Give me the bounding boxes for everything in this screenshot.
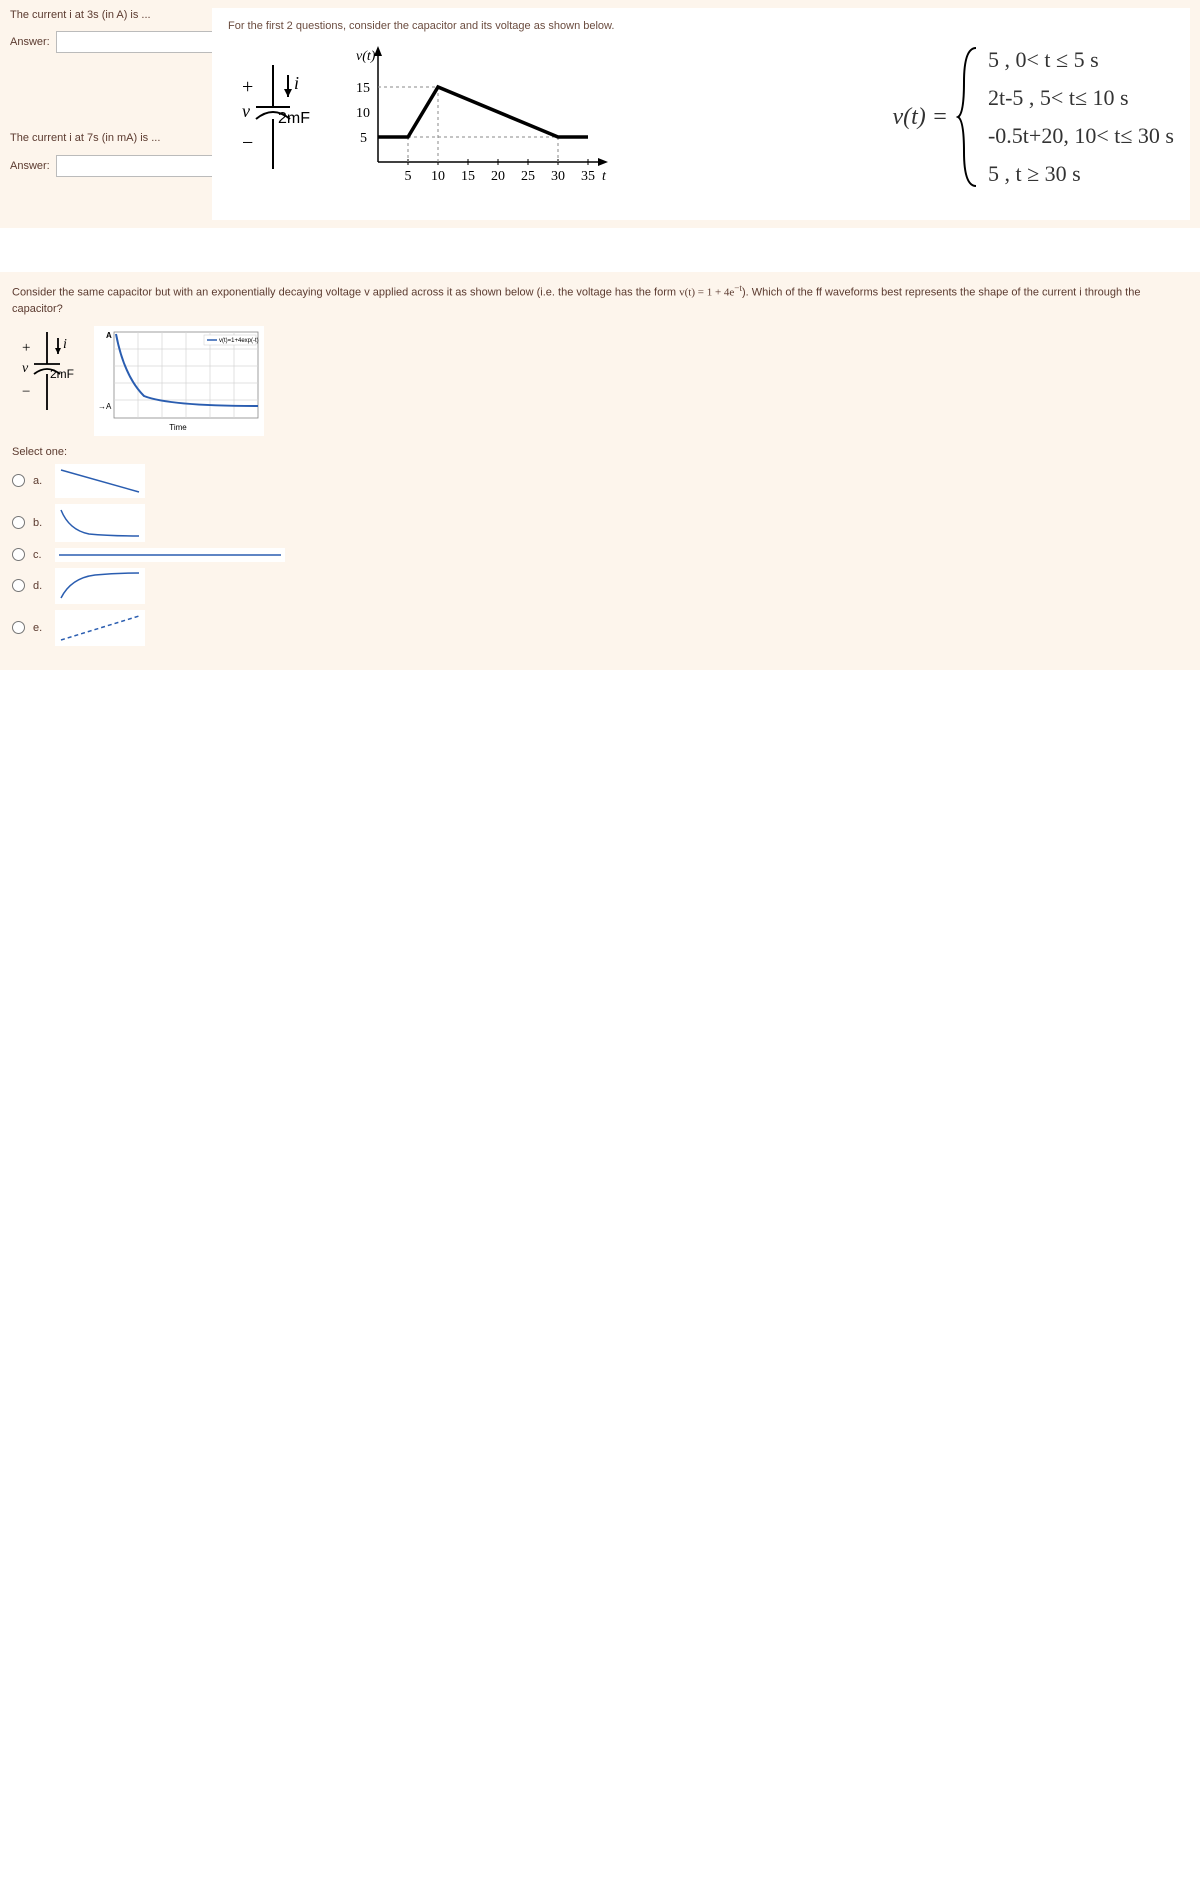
piecewise-lines: 5 , 0< t ≤ 5 s 2t-5 , 5< t≤ 10 s -0.5t+2… xyxy=(988,47,1174,187)
xtick-35: 35 xyxy=(581,169,595,184)
q3-cap-minus: − xyxy=(22,384,30,400)
vt-waveform xyxy=(378,87,588,137)
q3-stem-prefix: Consider the same capacitor but with an … xyxy=(12,287,679,299)
piecewise-line-2: 2t-5 , 5< t≤ 10 s xyxy=(988,85,1174,111)
q2-stem: The current i at 7s (in mA) is ... xyxy=(10,131,202,146)
option-e-row: e. xyxy=(12,610,1188,646)
cap-value: 2mF xyxy=(278,110,310,127)
piecewise-definition: v(t) = 5 , 0< t ≤ 5 s 2t-5 , 5< t≤ 10 s … xyxy=(638,42,1174,192)
option-d-radio[interactable] xyxy=(12,579,25,592)
ytick-5: 5 xyxy=(360,131,367,146)
ytick-10: 10 xyxy=(356,106,370,121)
option-d-thumb xyxy=(55,568,145,604)
select-one-label: Select one: xyxy=(12,446,1188,458)
option-b-radio[interactable] xyxy=(12,516,25,529)
q1-answer-row: Answer: xyxy=(10,31,202,53)
q1-answer-input[interactable] xyxy=(56,31,221,53)
option-e-thumb xyxy=(55,610,145,646)
context-caption: For the first 2 questions, consider the … xyxy=(228,20,1174,32)
option-c-row: c. xyxy=(12,548,1188,562)
decay-xlabel: Time xyxy=(169,423,187,432)
q3-stem: Consider the same capacitor but with an … xyxy=(12,282,1188,318)
q2-answer-label: Answer: xyxy=(10,160,50,172)
xtick-15: 15 xyxy=(461,169,475,184)
option-b-row: b. xyxy=(12,504,1188,542)
context-panel: For the first 2 questions, consider the … xyxy=(212,8,1190,220)
q-layout-row: The current i at 3s (in A) is ... Answer… xyxy=(10,8,1190,220)
option-d-label: d. xyxy=(33,580,47,592)
question-3-block: Consider the same capacitor but with an … xyxy=(0,272,1200,670)
xtick-5: 5 xyxy=(405,169,412,184)
decay-plot: A →A Time v(t)=1+4exp(-t) xyxy=(94,326,264,436)
option-a-label: a. xyxy=(33,475,47,487)
option-a-thumb xyxy=(55,464,145,498)
option-e-label: e. xyxy=(33,622,47,634)
vt-ylabel: v(t) xyxy=(356,49,376,64)
decay-y-top: A xyxy=(106,331,112,340)
capacitor-diagram: + v − i 2mF xyxy=(228,57,318,177)
q3-formula: v(t) = 1 + 4e xyxy=(679,287,734,299)
q3-cap-i: i xyxy=(63,337,67,352)
piecewise-lhs: v(t) = xyxy=(892,104,948,131)
q1-stem: The current i at 3s (in A) is ... xyxy=(10,8,202,23)
question-2: The current i at 7s (in mA) is ... Answe… xyxy=(10,131,202,194)
xtick-10: 10 xyxy=(431,169,445,184)
cap-plus: + xyxy=(242,76,253,98)
option-c-radio[interactable] xyxy=(12,548,25,561)
xtick-20: 20 xyxy=(491,169,505,184)
q2-answer-input[interactable] xyxy=(56,155,221,177)
cap-i-label: i xyxy=(294,73,299,93)
option-a-radio[interactable] xyxy=(12,474,25,487)
option-c-label: c. xyxy=(33,549,47,561)
piecewise-line-4: 5 , t ≥ 30 s xyxy=(988,161,1174,187)
option-a-row: a. xyxy=(12,464,1188,498)
option-c-thumb xyxy=(55,548,285,562)
q2-answer-row: Answer: xyxy=(10,155,202,177)
cap-minus: − xyxy=(242,132,253,154)
xtick-25: 25 xyxy=(521,169,535,184)
vt-graph: 5 10 15 v(t) xyxy=(338,42,618,192)
option-b-thumb xyxy=(55,504,145,542)
q3-cap-value: 2mF xyxy=(50,367,74,381)
q3-formula-exp: −t xyxy=(734,283,742,293)
xtick-30: 30 xyxy=(551,169,565,184)
figure-row: + v − i 2mF 5 xyxy=(228,42,1174,192)
option-d-row: d. xyxy=(12,568,1188,604)
question-1: The current i at 3s (in A) is ... Answer… xyxy=(10,8,202,71)
option-b-label: b. xyxy=(33,517,47,529)
cap-v-label: v xyxy=(242,101,250,121)
q3-capacitor-diagram: + v − i 2mF xyxy=(12,326,82,416)
piecewise-line-3: -0.5t+20, 10< t≤ 30 s xyxy=(988,123,1174,149)
ytick-15: 15 xyxy=(356,81,370,96)
vt-xlabel: t xyxy=(602,169,607,184)
q3-cap-plus: + xyxy=(22,340,30,356)
decay-legend: v(t)=1+4exp(-t) xyxy=(219,338,259,344)
decay-y-bot: →A xyxy=(98,402,112,411)
brace-icon xyxy=(956,42,980,192)
questions-left-column: The current i at 3s (in A) is ... Answer… xyxy=(10,8,202,220)
piecewise-line-1: 5 , 0< t ≤ 5 s xyxy=(988,47,1174,73)
questions-1-2-block: The current i at 3s (in A) is ... Answer… xyxy=(0,0,1200,228)
q1-answer-label: Answer: xyxy=(10,36,50,48)
q3-cap-v: v xyxy=(22,361,29,376)
q3-figure-row: + v − i 2mF A →A Ti xyxy=(12,326,1188,436)
option-e-radio[interactable] xyxy=(12,621,25,634)
